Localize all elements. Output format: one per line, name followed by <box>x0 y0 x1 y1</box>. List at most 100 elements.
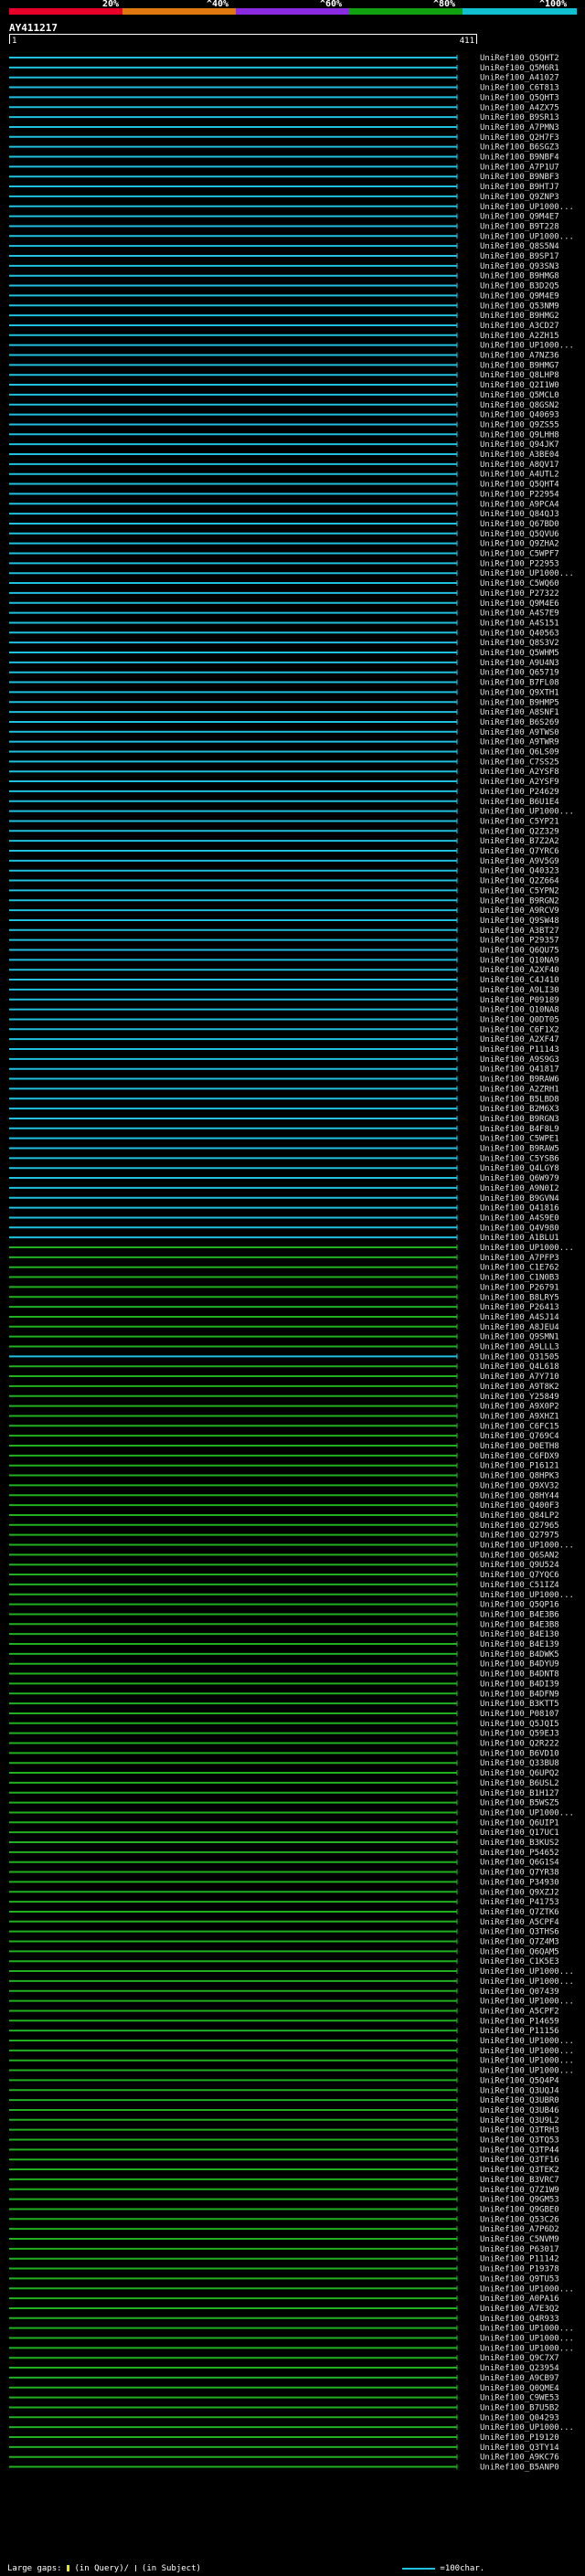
hit-row[interactable]: UniRef100_A1BLU1 <box>9 1234 559 1243</box>
hit-row[interactable]: UniRef100_B9SR13 <box>9 113 559 122</box>
hit-label[interactable]: UniRef100_P11143 <box>480 1045 559 1055</box>
hit-label[interactable]: UniRef100_Y25849 <box>480 1393 559 1402</box>
hit-row[interactable]: UniRef100_Q9SMN1 <box>9 1333 559 1342</box>
hit-label[interactable]: UniRef100_A9PCA4 <box>480 500 559 509</box>
hit-label[interactable]: UniRef100_A2YSF9 <box>480 778 559 787</box>
hit-label[interactable]: UniRef100_Q67BD0 <box>480 520 559 529</box>
hit-label[interactable]: UniRef100_B9GVN4 <box>480 1194 559 1203</box>
hit-row[interactable]: UniRef100_A9S9G3 <box>9 1055 559 1065</box>
hit-row[interactable]: UniRef100_Q3THS6 <box>9 1928 559 1937</box>
hit-row[interactable]: UniRef100_Q5MCL0 <box>9 391 559 400</box>
hit-row[interactable]: UniRef100_B3KTT5 <box>9 1700 559 1709</box>
hit-label[interactable]: UniRef100_Q4R933 <box>480 2315 559 2324</box>
hit-label[interactable]: UniRef100_A3BT27 <box>480 927 559 936</box>
hit-label[interactable]: UniRef100_B5ANP0 <box>480 2464 559 2473</box>
hit-label[interactable]: UniRef100_A41027 <box>480 74 559 83</box>
hit-label[interactable]: UniRef100_B9NBF4 <box>480 154 559 163</box>
hit-row[interactable]: UniRef100_C6F1X2 <box>9 1025 559 1034</box>
hit-label[interactable]: UniRef100_Q9GM53 <box>480 2196 559 2205</box>
hit-label[interactable]: UniRef100_A0PA16 <box>480 2295 559 2304</box>
hit-label[interactable]: UniRef100_Q2Z329 <box>480 827 559 836</box>
hit-label[interactable]: UniRef100_B6U1E4 <box>480 798 559 807</box>
hit-row[interactable]: UniRef100_B9RAW6 <box>9 1076 559 1085</box>
hit-row[interactable]: UniRef100_Q3TRH3 <box>9 2126 559 2136</box>
hit-row[interactable]: UniRef100_Q9M4E7 <box>9 213 559 222</box>
hit-label[interactable]: UniRef100_Q27975 <box>480 1532 559 1541</box>
hit-row[interactable]: UniRef100_UP1000... <box>9 232 574 241</box>
hit-row[interactable]: UniRef100_Q5Q4P4 <box>9 2076 559 2085</box>
hit-row[interactable]: UniRef100_B9T228 <box>9 222 559 231</box>
hit-label[interactable]: UniRef100_Q6QU75 <box>480 947 559 956</box>
hit-row[interactable]: UniRef100_UP1000... <box>9 2335 574 2344</box>
hit-row[interactable]: UniRef100_Q94JK7 <box>9 440 559 450</box>
hit-row[interactable]: UniRef100_Q3UBR0 <box>9 2096 559 2105</box>
hit-row[interactable]: UniRef100_Q93SN3 <box>9 262 559 271</box>
hit-label[interactable]: UniRef100_Q6UPQ2 <box>480 1769 559 1778</box>
hit-label[interactable]: UniRef100_Q3TEK2 <box>480 2166 559 2175</box>
hit-label[interactable]: UniRef100_Q0DT05 <box>480 1015 559 1024</box>
hit-row[interactable]: UniRef100_UP1000... <box>9 342 574 351</box>
hit-row[interactable]: UniRef100_B4E3B6 <box>9 1610 559 1619</box>
hit-label[interactable]: UniRef100_Q769C4 <box>480 1432 559 1441</box>
hit-label[interactable]: UniRef100_A7P6D2 <box>480 2225 559 2234</box>
hit-row[interactable]: UniRef100_UP1000... <box>9 1967 574 1977</box>
hit-row[interactable]: UniRef100_P29357 <box>9 937 559 946</box>
hit-row[interactable]: UniRef100_A2XF40 <box>9 966 559 975</box>
hit-row[interactable]: UniRef100_P22954 <box>9 490 559 499</box>
hit-label[interactable]: UniRef100_A9LI30 <box>480 986 559 995</box>
hit-label[interactable]: UniRef100_P26791 <box>480 1283 559 1292</box>
hit-label[interactable]: UniRef100_P22954 <box>480 490 559 499</box>
hit-label[interactable]: UniRef100_Q41816 <box>480 1204 559 1214</box>
hit-row[interactable]: UniRef100_Q9TU53 <box>9 2274 559 2284</box>
hit-row[interactable]: UniRef100_UP1000... <box>9 2284 574 2294</box>
hit-row[interactable]: UniRef100_C5YPN2 <box>9 886 559 896</box>
hit-label[interactable]: UniRef100_B9RAW5 <box>480 1145 559 1154</box>
hit-label[interactable]: UniRef100_Q7YR38 <box>480 1869 559 1878</box>
hit-row[interactable]: UniRef100_Q3TEK2 <box>9 2166 559 2175</box>
hit-label[interactable]: UniRef100_Q40693 <box>480 411 559 420</box>
hit-label[interactable]: UniRef100_B4E130 <box>480 1630 559 1639</box>
hit-label[interactable]: UniRef100_Q7Z4M3 <box>480 1938 559 1947</box>
hit-row[interactable]: UniRef100_Q3TP44 <box>9 2146 559 2155</box>
hit-row[interactable]: UniRef100_Q3TF16 <box>9 2156 559 2165</box>
hit-label[interactable]: UniRef100_B3KTT5 <box>480 1700 559 1709</box>
hit-label[interactable]: UniRef100_P19120 <box>480 2433 559 2443</box>
hit-row[interactable]: UniRef100_UP1000... <box>9 203 574 212</box>
hit-row[interactable]: UniRef100_A9TWR9 <box>9 738 559 747</box>
hit-label[interactable]: UniRef100_A9T8K2 <box>480 1383 559 1392</box>
hit-row[interactable]: UniRef100_B7Z2A2 <box>9 837 559 846</box>
hit-label[interactable]: UniRef100_B4F8L9 <box>480 1125 559 1134</box>
hit-row[interactable]: UniRef100_Q9LHH8 <box>9 430 559 440</box>
hit-row[interactable]: UniRef100_Q27965 <box>9 1521 559 1531</box>
hit-row[interactable]: UniRef100_A9KC76 <box>9 2454 559 2463</box>
hit-row[interactable]: UniRef100_B4DWK5 <box>9 1650 559 1659</box>
hit-row[interactable]: UniRef100_Q8HPK3 <box>9 1472 559 1481</box>
hit-row[interactable]: UniRef100_P11143 <box>9 1045 559 1055</box>
hit-row[interactable]: UniRef100_Q5M6R1 <box>9 64 559 73</box>
hit-label[interactable]: UniRef100_B9RGN3 <box>480 1115 559 1124</box>
hit-row[interactable]: UniRef100_B6U1E4 <box>9 798 559 807</box>
hit-row[interactable]: UniRef100_Q53C26 <box>9 2215 559 2224</box>
hit-row[interactable]: UniRef100_B7FL08 <box>9 679 559 688</box>
hit-row[interactable]: UniRef100_Q9M4E6 <box>9 599 559 609</box>
hit-row[interactable]: UniRef100_UP1000... <box>9 2047 574 2056</box>
hit-label[interactable]: UniRef100_Q7YRC6 <box>480 847 559 856</box>
hit-row[interactable]: UniRef100_P34930 <box>9 1878 559 1887</box>
hit-row[interactable]: UniRef100_A9LLL3 <box>9 1343 559 1352</box>
hit-row[interactable]: UniRef100_P08107 <box>9 1710 559 1719</box>
hit-row[interactable]: UniRef100_B4E3B8 <box>9 1620 559 1629</box>
hit-label[interactable]: UniRef100_A9N0I2 <box>480 1184 559 1193</box>
hit-label[interactable]: UniRef100_A9LLL3 <box>480 1343 559 1352</box>
hit-label[interactable]: UniRef100_Q9M4E6 <box>480 599 559 609</box>
hit-label[interactable]: UniRef100_B9HMG8 <box>480 272 559 281</box>
hit-row[interactable]: UniRef100_Q5QP16 <box>9 1601 559 1610</box>
hit-row[interactable]: UniRef100_Q2Z329 <box>9 827 559 836</box>
hit-label[interactable]: UniRef100_A8SNF1 <box>480 708 559 717</box>
hit-label[interactable]: UniRef100_A9CB97 <box>480 2374 559 2383</box>
hit-label[interactable]: UniRef100_A2ZRH1 <box>480 1085 559 1094</box>
hit-label[interactable]: UniRef100_B3VRC7 <box>480 2176 559 2185</box>
hit-label[interactable]: UniRef100_Q7YQC6 <box>480 1571 559 1580</box>
hit-label[interactable]: UniRef100_Q5QP16 <box>480 1601 559 1610</box>
hit-row[interactable]: UniRef100_Q5QHT4 <box>9 481 559 490</box>
hit-row[interactable]: UniRef100_A7PMN3 <box>9 123 559 133</box>
